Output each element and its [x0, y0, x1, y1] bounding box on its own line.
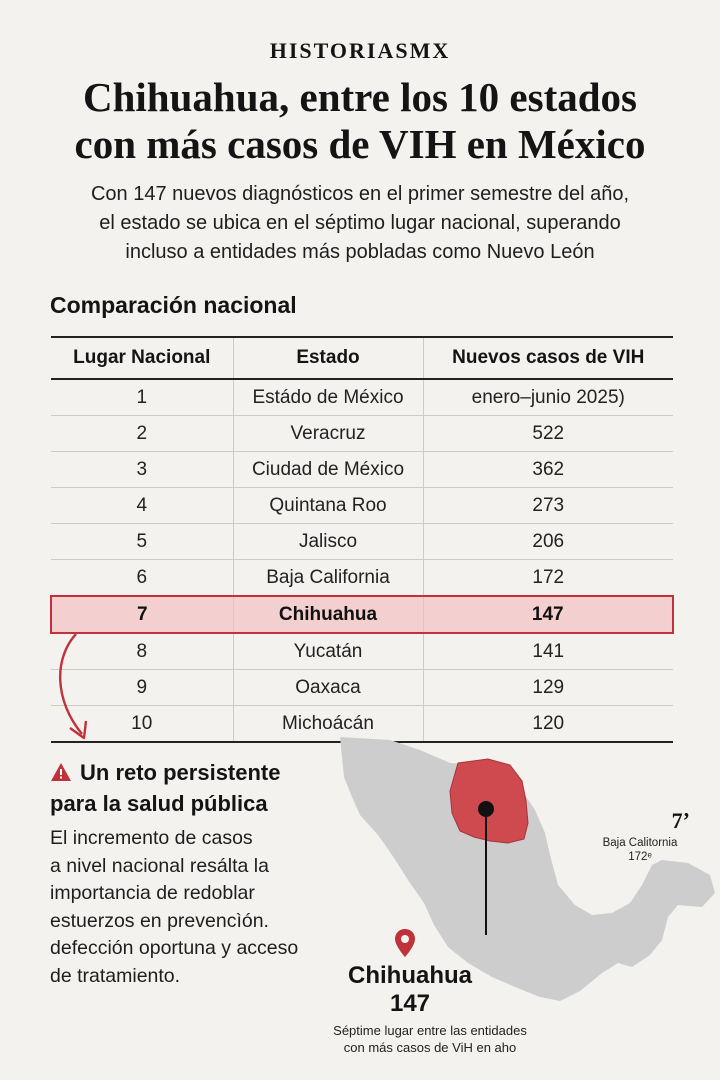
map-caption-line-2: con más casos de ViH en aho	[343, 1040, 517, 1055]
callout-line: importancia de redoblar	[50, 882, 255, 904]
table-row: 6 Baja California 172	[51, 559, 673, 597]
map-leader-line	[485, 815, 487, 935]
featured-state-name: Chihuahua	[348, 962, 472, 989]
curved-arrow-icon	[59, 633, 88, 740]
table-row: 9 Oaxaca 129	[51, 669, 673, 706]
callout-line: defección oportuna y acceso	[50, 937, 299, 959]
location-pin-icon	[395, 929, 415, 957]
callout-line: de tratamiento.	[50, 964, 181, 987]
baja-peninsula-shape	[344, 739, 442, 875]
headline-line-1: Chihuahua, entre los 10 estados	[83, 74, 637, 120]
table-row: 8 Yucatán 141	[51, 633, 673, 670]
header-cases: Nuevos casos de VIH	[422, 336, 673, 380]
table-row: 4 Quintana Roo 273	[51, 487, 673, 524]
side-state-name: Baja Calitornia	[602, 837, 678, 849]
callout-line: El incremento de casos	[50, 827, 253, 849]
table-row: 10 Michoácán 120	[51, 705, 673, 743]
callout-body: El incremento de casos a nivel nacional …	[50, 825, 350, 990]
rank-cell: 7	[50, 595, 233, 634]
deck-text: Con 147 nuevos diagnósticos en el primer…	[30, 180, 690, 267]
rank-cell: 2	[51, 415, 233, 452]
cases-cell: 522	[422, 415, 673, 452]
callout-title-line-1: Un reto persistente	[80, 760, 281, 785]
section-title: Comparación nacional	[50, 292, 297, 318]
headline-line-2: con más casos de VIH en México	[74, 121, 646, 167]
header-rank: Lugar Nacional	[51, 336, 233, 380]
state-cell: Chihuahua	[232, 595, 423, 634]
rank-cell: 1	[51, 379, 233, 416]
callout-line: estuerzos en prevencìón.	[50, 909, 269, 932]
state-cell: Baja California	[232, 559, 423, 597]
cases-cell: enero–junio 2025)	[422, 379, 673, 416]
rank-cell: 9	[51, 669, 233, 706]
cases-cell: 141	[422, 633, 673, 670]
rank-cell: 5	[51, 523, 233, 560]
rank-cell: 4	[51, 487, 233, 524]
table-row: 3 Ciudad de México 362	[51, 451, 673, 488]
deck-line-1: Con 147 nuevos diagnósticos en el primer…	[90, 183, 630, 205]
featured-state-value: 147	[389, 990, 431, 1017]
state-cell: Yucatán	[232, 633, 423, 670]
table-row: 5 Jalisco 206	[51, 523, 673, 560]
state-cell: Jalisco	[232, 523, 423, 560]
table-row-highlighted: 7 Chihuahua 147	[50, 595, 674, 634]
rank-cell: 3	[51, 451, 233, 488]
brand-logo: HISTORIASMX	[269, 38, 451, 63]
callout-line: a nivel nacional resálta la	[50, 854, 269, 877]
cases-cell: 120	[422, 705, 673, 743]
page-headline: Chihuahua, entre los 10 estados con más …	[20, 74, 700, 168]
ranking-table: Lugar Nacional Estado Nuevos casos de VI…	[50, 336, 674, 743]
cases-cell: 129	[422, 669, 673, 706]
cases-cell: 362	[422, 451, 673, 488]
map-marker-dot	[478, 801, 494, 817]
state-cell: Estádo de México	[232, 379, 423, 416]
cases-cell: 206	[422, 523, 673, 560]
table-header-row: Lugar Nacional Estado Nuevos casos de VI…	[51, 336, 673, 380]
state-cell: Ciudad de México	[232, 451, 423, 488]
mexico-mainland-shape	[340, 737, 715, 1001]
side-state-label: Baja Calitornia 172ᵉ	[560, 836, 720, 864]
map-caption-line-1: Séptime lugar entre las entidades	[333, 1023, 527, 1038]
map-caption: Séptime lugar entre las entidades con má…	[310, 1022, 550, 1056]
table-row: 1 Estádo de México enero–junio 2025)	[51, 379, 673, 416]
side-state-value: 172ᵉ	[628, 851, 652, 863]
state-cell: Michoácán	[232, 705, 423, 743]
rank-cell: 8	[51, 633, 233, 670]
deck-line-2: el estado se ubica en el séptimo lugar n…	[99, 212, 621, 234]
state-cell: Quintana Roo	[232, 487, 423, 524]
header-state: Estado	[232, 336, 423, 380]
state-cell: Veracruz	[232, 415, 423, 452]
cases-cell: 147	[422, 595, 674, 634]
cases-cell: 273	[422, 487, 673, 524]
state-cell: Oaxaca	[232, 669, 423, 706]
callout-title: Un reto persistente para la salud públic…	[50, 757, 281, 819]
side-rank-label: 7ʼ	[671, 808, 690, 833]
table-row: 2 Veracruz 522	[51, 415, 673, 452]
deck-line-3: incluso a entidades más pobladas como Nu…	[125, 241, 595, 263]
warning-icon	[51, 763, 71, 781]
callout-title-line-2: para la salud pública	[50, 791, 268, 816]
cases-cell: 172	[422, 559, 673, 597]
rank-cell: 6	[51, 559, 233, 597]
